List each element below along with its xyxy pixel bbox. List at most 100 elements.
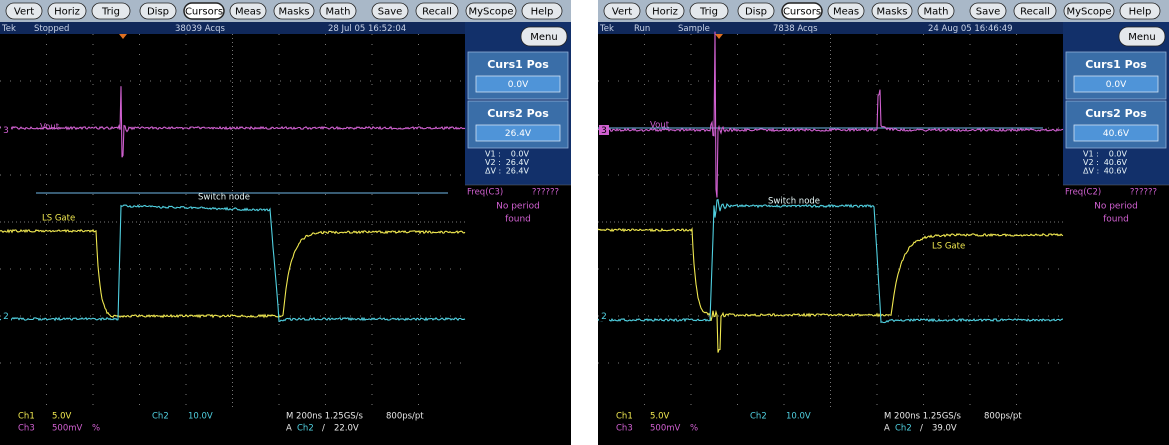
record-resolution: 800ps/pt [984, 412, 1022, 422]
menu-button-label: Horiz [54, 7, 80, 18]
menu-button[interactable] [603, 2, 641, 20]
frequency-value: ?????? [1130, 188, 1157, 198]
menu-button[interactable] [415, 2, 459, 20]
trigger-source: Ch2 [895, 424, 912, 434]
cursor-panel-title: Curs1 Pos [1085, 58, 1147, 71]
waveform-ch3 [0, 86, 466, 158]
readout-value: 40.6V [1104, 158, 1128, 167]
trace-label: Switch node [198, 193, 250, 203]
readout-value: 40.6V [1104, 167, 1128, 176]
readout-label: ΔV : [485, 167, 501, 176]
cursor-panel-title: Curs2 Pos [487, 107, 549, 120]
trace-label: Vout [40, 123, 60, 133]
menu-button-label: Recall [422, 7, 452, 18]
menu-button-label: Masks [279, 7, 310, 18]
channel-name: Ch2 [152, 412, 169, 422]
menu-button[interactable] [47, 2, 87, 20]
menu-button[interactable] [139, 2, 177, 20]
waveform-ch1 [597, 227, 1064, 353]
menu-button[interactable] [827, 2, 865, 20]
ground-marker [599, 125, 609, 135]
ground-marker-label: 3 [3, 126, 9, 136]
menu-button[interactable] [689, 2, 729, 20]
trigger-slope: / [322, 424, 325, 434]
menu-button[interactable] [521, 2, 563, 20]
menu-button-label: Math [923, 7, 948, 18]
menu-button-label: MyScope [1066, 7, 1111, 18]
status-text: Sample [678, 24, 710, 34]
frequency-message: No period [1094, 202, 1138, 212]
channel-scale: 500mV [650, 424, 681, 434]
menu-button-label: Cursors [185, 7, 223, 18]
menu-button[interactable] [520, 26, 568, 47]
menu-button[interactable] [645, 2, 685, 20]
menu-button[interactable] [1118, 26, 1166, 47]
menu-button[interactable] [371, 2, 409, 20]
channel-scale: 5.0V [650, 412, 670, 422]
oscilloscope-screen: Vert Horiz Trig Disp Cursors Meas Masks Math Sav… [0, 0, 571, 445]
ground-marker-label: 3 [601, 126, 607, 136]
trigger-slope: / [920, 424, 923, 434]
readout-label: ΔV : [1083, 167, 1099, 176]
readout-value: 0.0V [511, 150, 530, 159]
timebase: M 200ns 1.25GS/s [884, 412, 962, 422]
frequency-value: ?????? [532, 188, 559, 198]
cursor-value-field [1073, 75, 1159, 93]
ground-marker [1, 311, 11, 321]
trigger-position-marker [715, 34, 723, 39]
menu-button-label: Save [378, 7, 403, 18]
menu-button[interactable] [5, 2, 43, 20]
ground-marker [1, 125, 11, 135]
cursor-value-field [1073, 124, 1159, 142]
menu-button[interactable] [465, 2, 517, 20]
menu-button[interactable] [273, 2, 315, 20]
menu-button-label: Vert [612, 7, 632, 18]
readout-value: 26.4V [506, 167, 530, 176]
frequency-label: Freq(C3) [467, 188, 503, 198]
status-text: 38039 Acqs [175, 24, 225, 34]
menu-button[interactable] [1013, 2, 1057, 20]
menu-button[interactable] [781, 2, 823, 20]
trace-label: Vout [650, 121, 670, 131]
status-text: Stopped [34, 24, 69, 34]
ground-marker-label: 2 [601, 312, 607, 322]
cursor-panel-title: Curs1 Pos [487, 58, 549, 71]
menu-button-label: Math [325, 7, 350, 18]
menu-button[interactable] [1119, 2, 1161, 20]
menu-button-label: Horiz [652, 7, 678, 18]
channel-unit: % [92, 424, 100, 434]
status-text: Tek [599, 24, 614, 34]
menu-button-label: Trig [101, 7, 120, 18]
readout-label: V1 : [1083, 150, 1099, 159]
menu-button-label: Help [1129, 7, 1152, 18]
ground-marker [599, 311, 609, 321]
menu-button[interactable] [91, 2, 131, 20]
cursor-value-field [475, 75, 561, 93]
trigger-position-marker [119, 34, 127, 39]
status-bar [0, 22, 571, 34]
cursor-value: 0.0V [1106, 80, 1127, 90]
menu-button[interactable] [871, 2, 913, 20]
trace-label: Switch node [768, 197, 820, 207]
channel-name: Ch3 [18, 424, 35, 434]
status-bar [598, 22, 1169, 34]
trigger-level: 39.0V [932, 424, 957, 434]
waveform-ch2 [0, 204, 466, 323]
menu-button-label: Meas [235, 7, 261, 18]
menu-button[interactable] [737, 2, 775, 20]
readout-bar [598, 410, 1169, 445]
menu-button[interactable] [969, 2, 1007, 20]
menu-button[interactable] [183, 2, 225, 20]
trigger-mode: A [884, 424, 890, 434]
menu-button-label: Menu [1128, 32, 1155, 43]
channel-scale: 10.0V [188, 412, 213, 422]
cursor-panel-title: Curs2 Pos [1085, 107, 1147, 120]
ground-marker-label: 2 [3, 312, 9, 322]
menu-button[interactable] [229, 2, 267, 20]
menu-button[interactable] [319, 2, 357, 20]
menu-button-label: Menu [530, 32, 557, 43]
channel-unit: % [690, 424, 698, 434]
menu-button-label: Masks [877, 7, 908, 18]
menu-button[interactable] [1063, 2, 1115, 20]
menu-button[interactable] [917, 2, 955, 20]
